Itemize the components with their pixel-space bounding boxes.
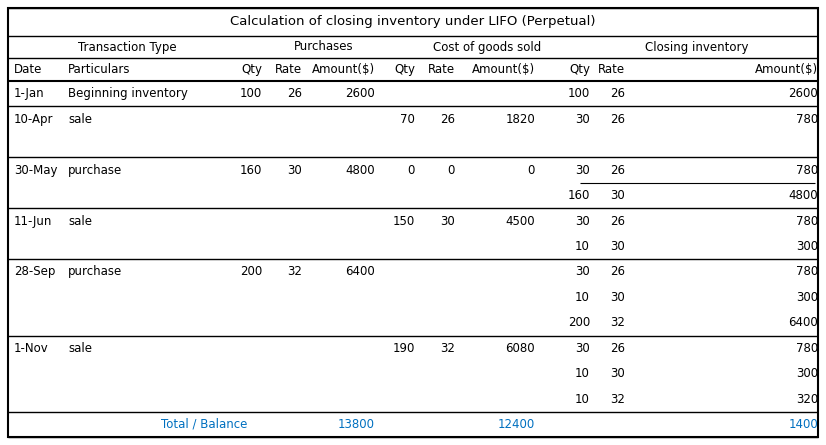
Text: 0: 0 [448, 164, 455, 177]
Text: 32: 32 [610, 393, 625, 406]
Text: 4500: 4500 [506, 214, 535, 227]
Text: Closing inventory: Closing inventory [645, 40, 748, 53]
Text: Rate: Rate [428, 63, 455, 76]
Text: Amount($): Amount($) [472, 63, 535, 76]
Text: 10: 10 [575, 291, 590, 304]
Text: sale: sale [68, 214, 92, 227]
Text: Particulars: Particulars [68, 63, 131, 76]
Text: 0: 0 [528, 164, 535, 177]
Text: 10: 10 [575, 393, 590, 406]
Text: 30: 30 [575, 342, 590, 355]
Text: purchase: purchase [68, 164, 122, 177]
Text: 30: 30 [575, 113, 590, 125]
Text: sale: sale [68, 342, 92, 355]
Text: 26: 26 [440, 113, 455, 125]
Text: 10: 10 [575, 367, 590, 380]
Text: 26: 26 [610, 214, 625, 227]
Text: Calculation of closing inventory under LIFO (Perpetual): Calculation of closing inventory under L… [230, 16, 596, 28]
Text: 30: 30 [610, 240, 625, 253]
Text: 6400: 6400 [345, 266, 375, 279]
Text: 160: 160 [240, 164, 262, 177]
Text: 200: 200 [567, 316, 590, 329]
Text: Beginning inventory: Beginning inventory [68, 87, 188, 100]
Text: 26: 26 [610, 164, 625, 177]
Text: 150: 150 [392, 214, 415, 227]
Text: 1-Jan: 1-Jan [14, 87, 45, 100]
Text: Qty: Qty [394, 63, 415, 76]
Text: 32: 32 [287, 266, 302, 279]
Text: 26: 26 [610, 113, 625, 125]
Text: 10: 10 [575, 240, 590, 253]
Text: 30: 30 [610, 189, 625, 202]
Text: 780: 780 [795, 164, 818, 177]
Text: 26: 26 [610, 266, 625, 279]
Text: Purchases: Purchases [294, 40, 354, 53]
Text: 12400: 12400 [498, 418, 535, 431]
Text: 30: 30 [575, 266, 590, 279]
Text: sale: sale [68, 113, 92, 125]
Text: 6080: 6080 [506, 342, 535, 355]
Text: 160: 160 [567, 189, 590, 202]
Text: 13800: 13800 [338, 418, 375, 431]
Text: 190: 190 [392, 342, 415, 355]
Text: Qty: Qty [241, 63, 262, 76]
Text: 26: 26 [287, 87, 302, 100]
Text: 2600: 2600 [788, 87, 818, 100]
Text: 26: 26 [610, 87, 625, 100]
Text: Rate: Rate [275, 63, 302, 76]
Text: 70: 70 [400, 113, 415, 125]
Text: Total / Balance: Total / Balance [161, 418, 247, 431]
Text: Cost of goods sold: Cost of goods sold [434, 40, 542, 53]
Text: 300: 300 [796, 291, 818, 304]
Text: 32: 32 [440, 342, 455, 355]
Text: 11-Jun: 11-Jun [14, 214, 52, 227]
Text: 32: 32 [610, 316, 625, 329]
Text: 780: 780 [795, 266, 818, 279]
Text: 30: 30 [575, 164, 590, 177]
Text: Amount($): Amount($) [755, 63, 818, 76]
Text: 780: 780 [795, 342, 818, 355]
Text: 1-Nov: 1-Nov [14, 342, 49, 355]
Text: Date: Date [14, 63, 42, 76]
Text: 200: 200 [240, 266, 262, 279]
Text: 320: 320 [795, 393, 818, 406]
Text: 100: 100 [240, 87, 262, 100]
Text: 10-Apr: 10-Apr [14, 113, 54, 125]
Text: 1820: 1820 [506, 113, 535, 125]
Text: 4800: 4800 [345, 164, 375, 177]
Text: 4800: 4800 [788, 189, 818, 202]
Text: 0: 0 [407, 164, 415, 177]
Text: 30: 30 [440, 214, 455, 227]
Text: 30: 30 [575, 214, 590, 227]
Text: 6400: 6400 [788, 316, 818, 329]
Text: 300: 300 [796, 240, 818, 253]
Text: 30: 30 [610, 367, 625, 380]
Text: 30-May: 30-May [14, 164, 58, 177]
Text: 100: 100 [567, 87, 590, 100]
Text: 26: 26 [610, 342, 625, 355]
Text: 30: 30 [287, 164, 302, 177]
Text: 2600: 2600 [345, 87, 375, 100]
Text: Transaction Type: Transaction Type [78, 40, 177, 53]
Text: 1400: 1400 [788, 418, 818, 431]
Text: 300: 300 [796, 367, 818, 380]
Text: Rate: Rate [598, 63, 625, 76]
Text: 30: 30 [610, 291, 625, 304]
Text: 780: 780 [795, 113, 818, 125]
Text: 780: 780 [795, 214, 818, 227]
Text: Amount($): Amount($) [312, 63, 375, 76]
Text: Qty: Qty [569, 63, 590, 76]
Text: purchase: purchase [68, 266, 122, 279]
Text: 28-Sep: 28-Sep [14, 266, 55, 279]
